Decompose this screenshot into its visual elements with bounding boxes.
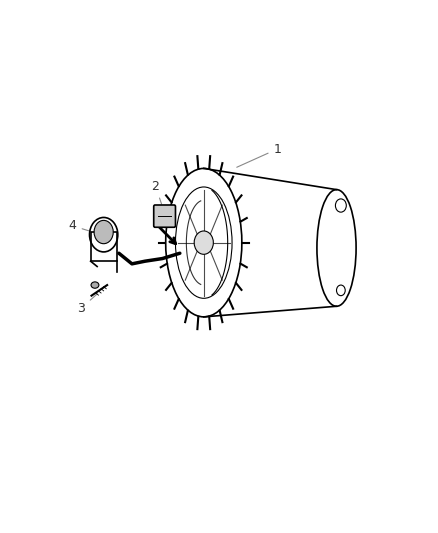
Text: 3: 3 <box>78 294 97 314</box>
Text: 2: 2 <box>152 180 162 204</box>
Ellipse shape <box>91 282 99 288</box>
Circle shape <box>94 220 113 244</box>
FancyBboxPatch shape <box>154 205 176 227</box>
Text: 1: 1 <box>237 142 281 167</box>
Text: 4: 4 <box>69 220 90 232</box>
Circle shape <box>194 231 213 254</box>
Bar <box>91 232 117 261</box>
